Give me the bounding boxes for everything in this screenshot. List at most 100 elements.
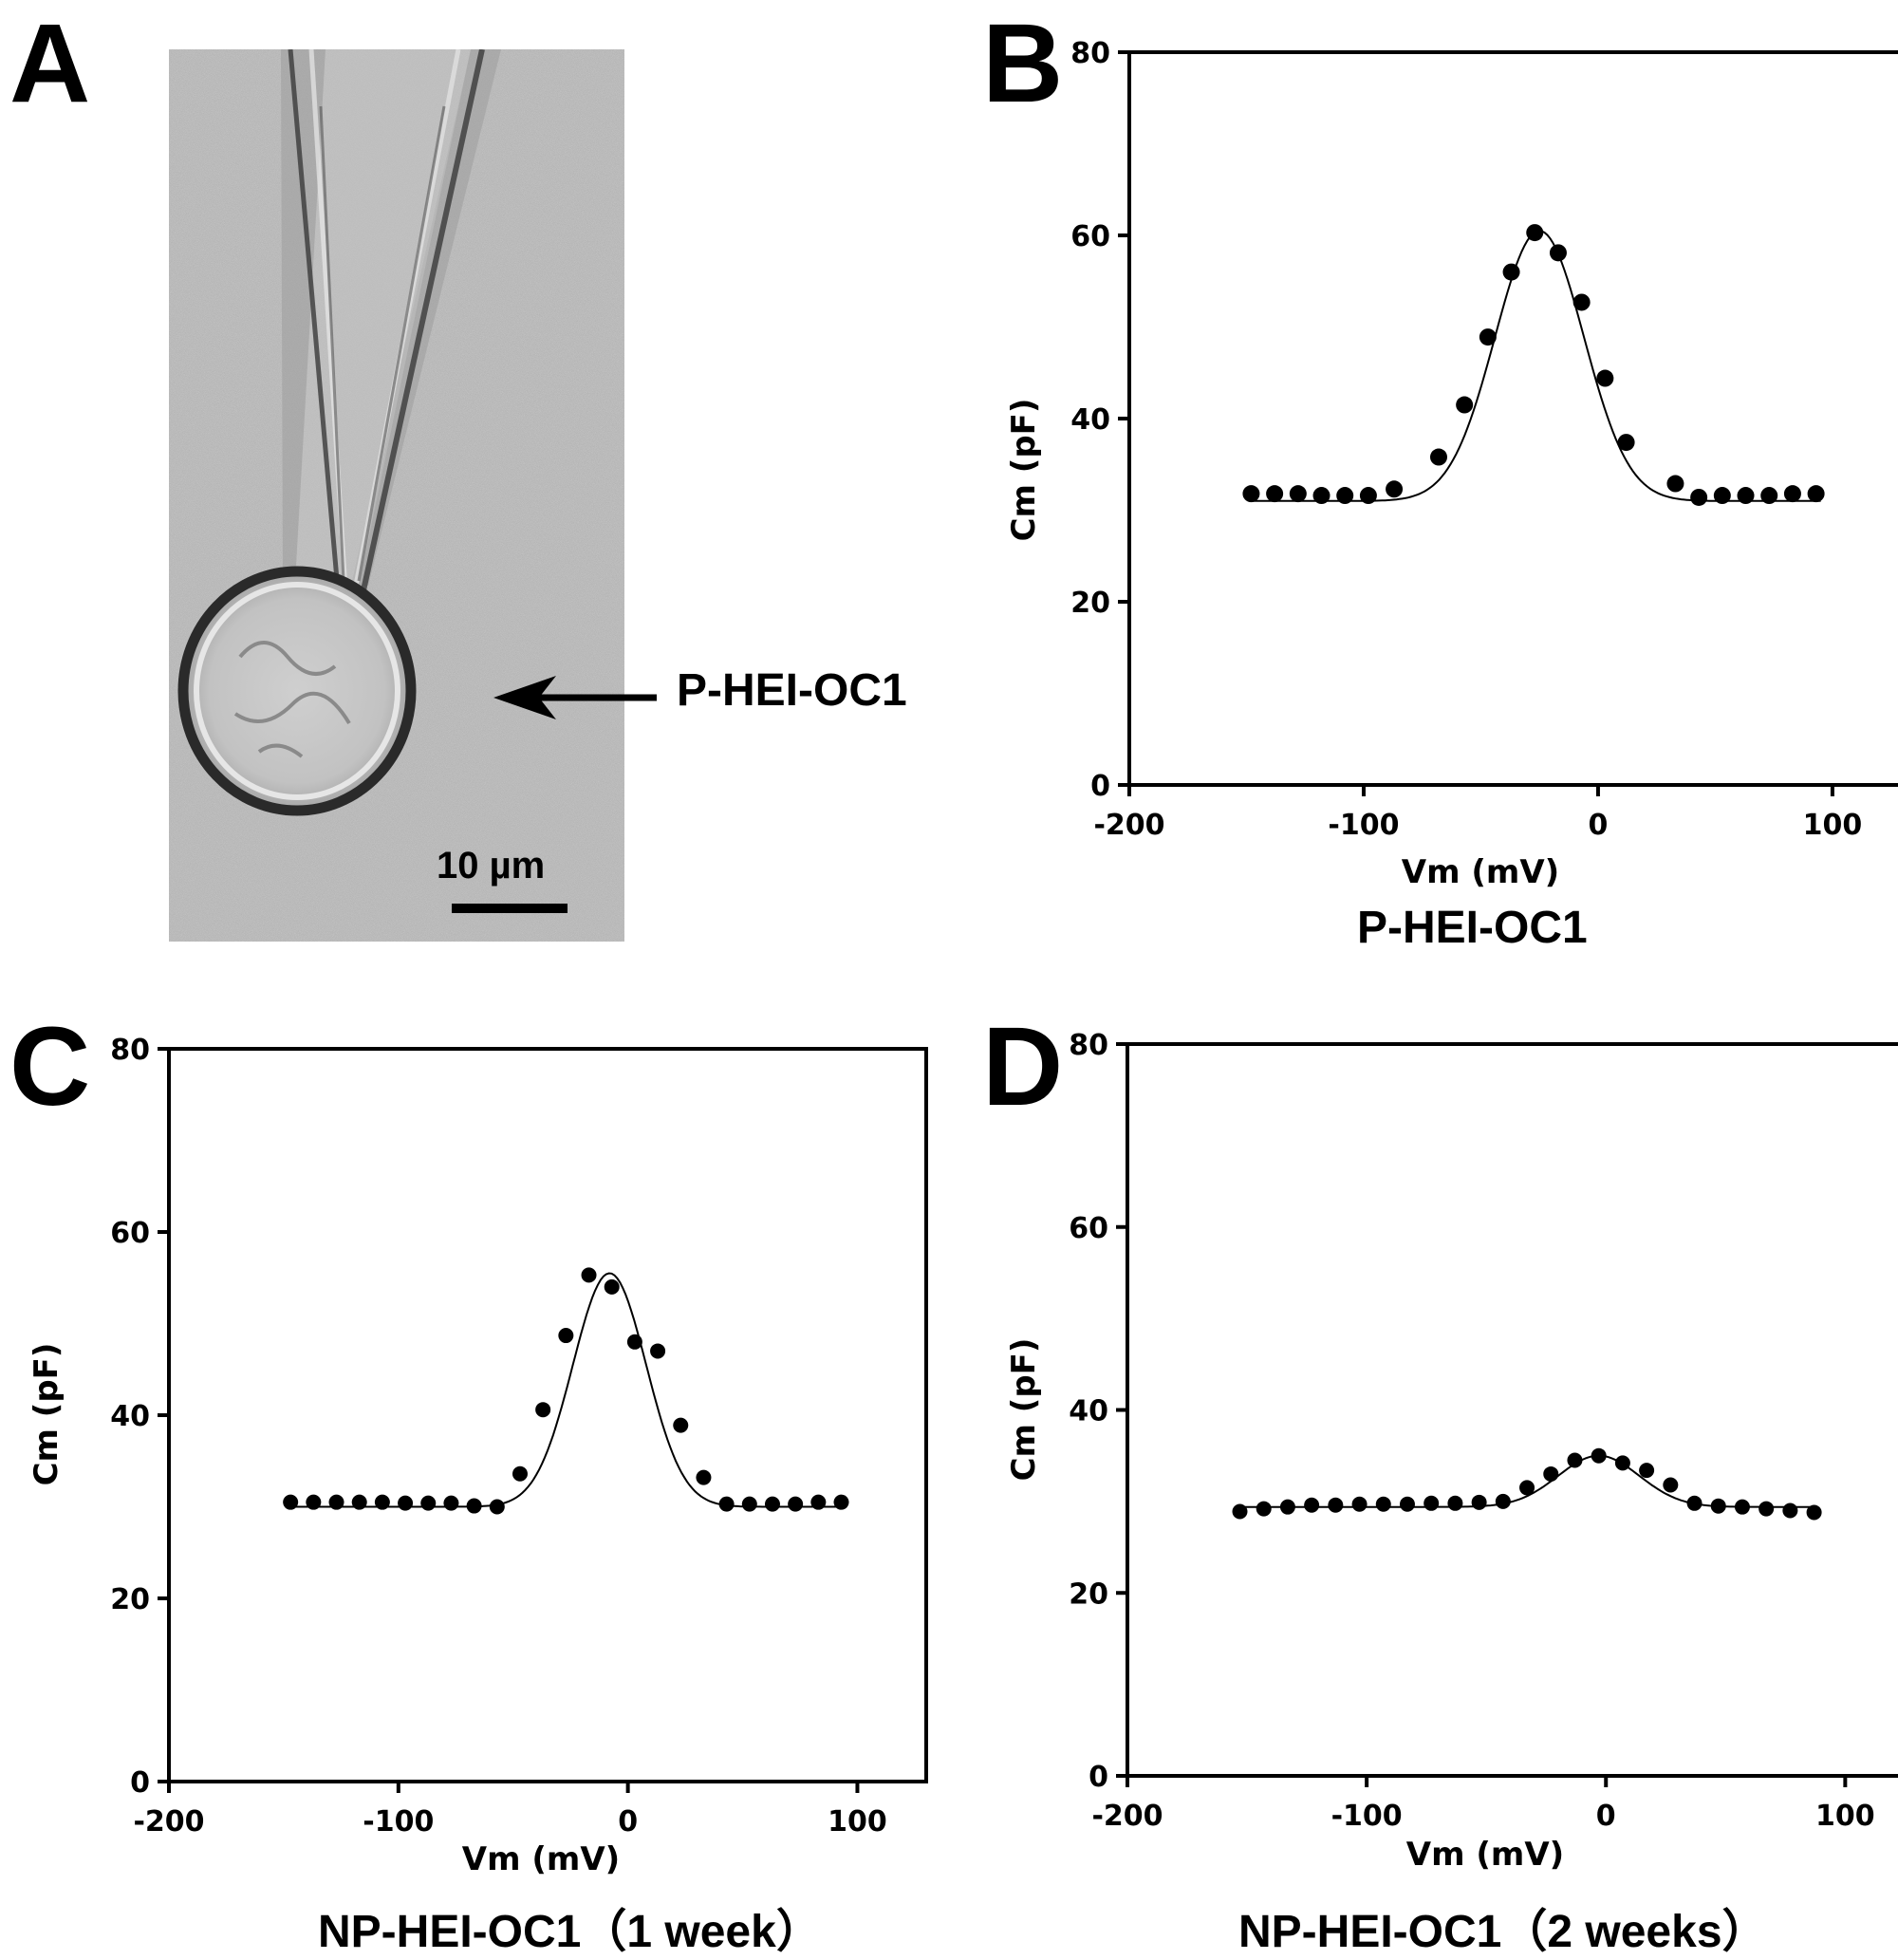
y-tick-label: 60 (1070, 220, 1110, 253)
data-point (810, 1494, 827, 1510)
cell-arrow-label: P-HEI-OC1 (677, 665, 907, 716)
panel-letter-d: D (982, 1004, 1064, 1129)
data-point (1328, 1497, 1344, 1513)
x-tick-label: 0 (618, 1805, 638, 1839)
y-axis-label: Cm (pF) (28, 1343, 65, 1486)
data-point (1663, 1477, 1679, 1493)
data-point (581, 1267, 597, 1283)
data-points-c (283, 1267, 849, 1515)
x-tick-label: -100 (1328, 809, 1399, 842)
data-point (1690, 488, 1708, 506)
panel-letter-c: C (9, 1004, 91, 1129)
data-point (1807, 485, 1825, 503)
data-points-d (1232, 1447, 1822, 1521)
y-tick-label: 20 (1069, 1577, 1108, 1611)
data-point (1617, 434, 1635, 452)
data-point (283, 1494, 299, 1510)
x-tick-label: -200 (1093, 809, 1164, 842)
data-point (489, 1499, 505, 1515)
data-point (512, 1465, 528, 1482)
data-point (604, 1279, 620, 1295)
x-axis-label: Vm (mV) (1406, 1836, 1564, 1874)
data-point (650, 1343, 666, 1359)
data-point (1666, 475, 1684, 493)
data-point (718, 1496, 735, 1512)
data-point (535, 1402, 551, 1418)
data-point (1519, 1480, 1535, 1496)
data-point (696, 1469, 712, 1485)
y-axis-label: Cm (pF) (1005, 399, 1043, 542)
data-point (1242, 485, 1260, 503)
caption-c: NP-HEI-OC1（1 week） (318, 1907, 822, 1957)
data-point (1232, 1503, 1248, 1520)
data-point (1424, 1495, 1440, 1511)
y-tick-label: 80 (1069, 1029, 1108, 1062)
y-tick-label: 40 (1070, 403, 1110, 437)
data-point (1591, 1447, 1607, 1464)
chart-b: Cm (pF) -200 -100 0 100 0 20 40 60 80 Vm (mV) (1005, 37, 1898, 891)
data-point (1543, 1465, 1559, 1482)
data-point (1359, 487, 1377, 505)
caption-d: NP-HEI-OC1（2 weeks） (1238, 1907, 1768, 1957)
data-point (1686, 1495, 1703, 1511)
data-point (741, 1496, 757, 1512)
data-point (1760, 487, 1778, 505)
fit-curve-b (1251, 230, 1821, 502)
data-point (1312, 487, 1330, 505)
data-point (1782, 1503, 1798, 1519)
data-point (1399, 1496, 1415, 1512)
data-point (1758, 1501, 1775, 1517)
data-point (374, 1494, 390, 1510)
data-point (1495, 1493, 1511, 1509)
data-point (1526, 224, 1544, 242)
y-tick-label: 20 (110, 1583, 150, 1616)
data-point (466, 1498, 482, 1514)
y-tick-label: 60 (110, 1217, 150, 1250)
data-point (1783, 485, 1801, 503)
data-point (1479, 328, 1497, 346)
data-point (1806, 1504, 1822, 1521)
data-point (1502, 263, 1520, 281)
x-axis-label: Vm (mV) (462, 1840, 620, 1878)
x-axis-label: Vm (mV) (1402, 853, 1559, 891)
data-point (1386, 480, 1404, 498)
y-tick-label: 20 (1070, 587, 1110, 620)
data-point (558, 1328, 574, 1344)
fit-curve (1251, 230, 1821, 502)
x-tick-label: 100 (1803, 809, 1863, 842)
data-point (1614, 1455, 1630, 1471)
y-axis-label: Cm (pF) (1005, 1338, 1043, 1482)
data-point (351, 1494, 367, 1510)
data-point (1279, 1499, 1295, 1515)
data-point (1471, 1494, 1487, 1510)
data-point (1456, 396, 1474, 414)
data-point (1256, 1501, 1272, 1517)
x-tick-label: 100 (1815, 1800, 1875, 1833)
x-tick-label: -100 (363, 1805, 434, 1839)
x-tick-label: -200 (133, 1805, 204, 1839)
axes-b: -200 -100 0 100 0 20 40 60 80 (1070, 37, 1898, 842)
data-point (420, 1495, 437, 1511)
x-tick-label: -200 (1091, 1800, 1163, 1833)
data-point (1447, 1495, 1463, 1511)
y-tick-label: 60 (1069, 1212, 1108, 1245)
panel-letter-a: A (9, 1, 91, 126)
y-tick-label: 40 (1069, 1395, 1108, 1428)
data-point (1375, 1496, 1391, 1512)
data-point (1289, 485, 1307, 503)
data-point (398, 1495, 414, 1511)
data-point (1737, 487, 1755, 505)
data-point (1336, 487, 1354, 505)
data-point (788, 1496, 804, 1512)
panel-letter-b: B (982, 1, 1064, 126)
fit-curve (288, 1272, 847, 1508)
data-point (626, 1334, 642, 1350)
y-tick-label: 0 (1090, 770, 1110, 803)
chart-c: Cm (pF) -200 -100 0 100 0 20 40 60 80 Vm (mV) (28, 1034, 928, 1878)
data-point (443, 1495, 459, 1511)
data-point (1596, 369, 1614, 387)
y-tick-label: 0 (1089, 1761, 1108, 1794)
data-point (1567, 1452, 1583, 1468)
data-point (673, 1417, 689, 1433)
y-axis-label-text: Cm (pF) (28, 1343, 65, 1486)
